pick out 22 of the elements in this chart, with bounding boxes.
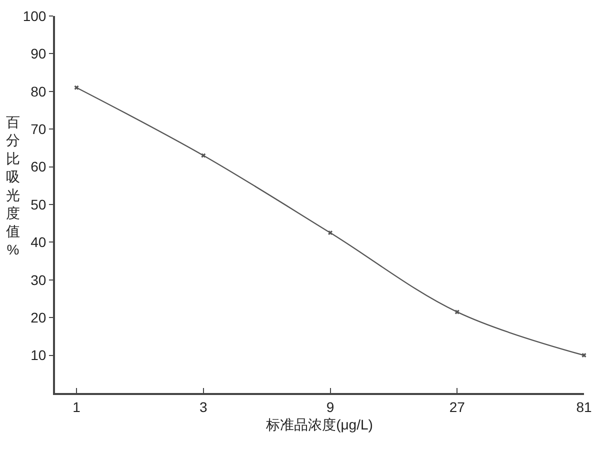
x-tick-label: 81	[576, 398, 592, 415]
y-tick-label: 70	[30, 121, 46, 137]
y-tick-label: 30	[30, 272, 46, 288]
x-tick-label: 1	[72, 398, 81, 415]
y-tick-label: 80	[30, 83, 46, 100]
y-tick-label: 90	[30, 46, 46, 62]
y-tick-label: 40	[30, 234, 46, 250]
y-tick-label: 60	[30, 158, 46, 175]
x-tick-label: 27	[449, 398, 466, 415]
y-tick-label: 50	[30, 196, 46, 212]
y-tick-label: 10	[30, 347, 46, 364]
point	[582, 353, 586, 358]
x-axis-title: 标准品浓度(μg/L)	[265, 416, 373, 433]
x-tick-label: 9	[326, 398, 334, 415]
y-tick-label: 100	[22, 8, 46, 24]
x-tick-label: 3	[199, 398, 208, 415]
y-tick-label: 20	[30, 310, 46, 326]
point	[74, 85, 79, 90]
point	[201, 153, 206, 158]
point	[328, 230, 333, 236]
y-axis-title: 百分比吸光度值%	[6, 114, 20, 258]
point	[454, 310, 460, 314]
